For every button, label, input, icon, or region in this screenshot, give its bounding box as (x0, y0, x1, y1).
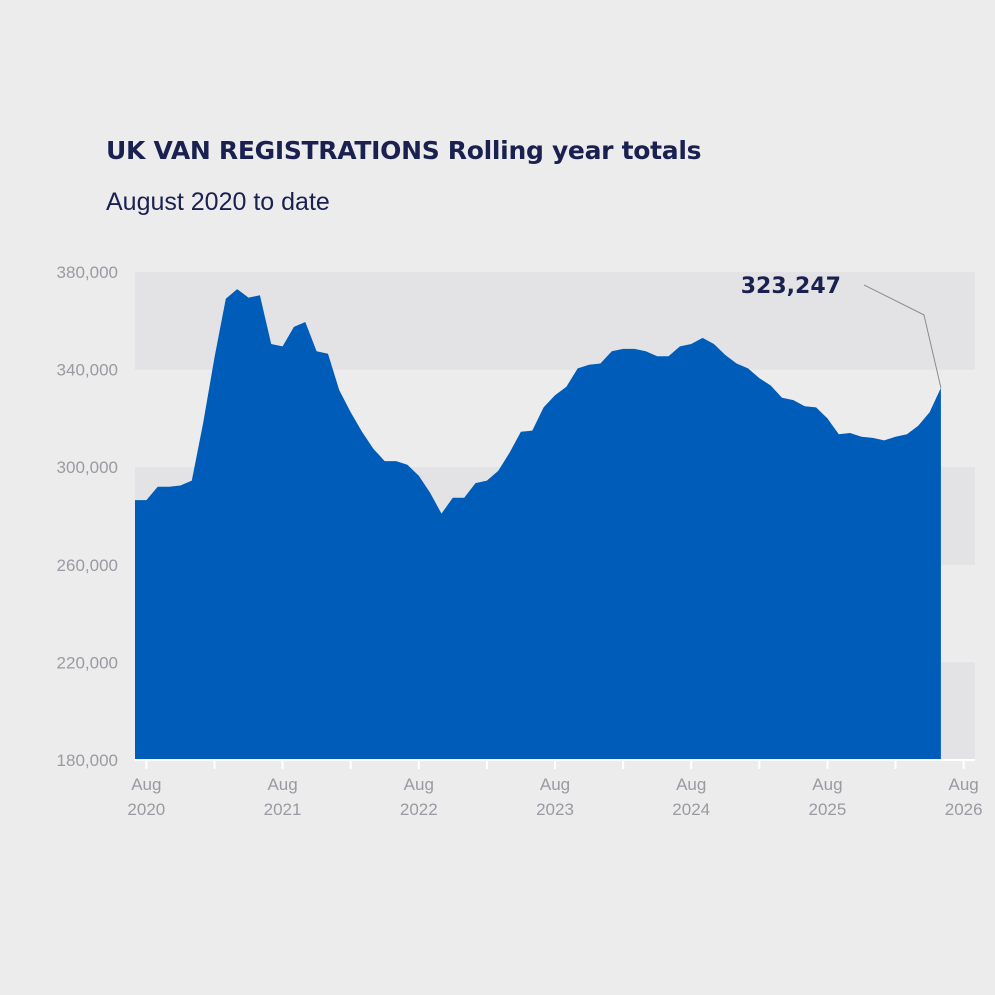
x-tick-label: Aug (676, 775, 706, 794)
x-tick-label: Aug (540, 775, 570, 794)
x-tick-label: Aug (131, 775, 161, 794)
x-tick-label: 2022 (400, 800, 438, 819)
x-tick-label: 2021 (264, 800, 302, 819)
x-tick-label: 2025 (809, 800, 847, 819)
callout-label: 323,247 (741, 274, 841, 299)
series-area (135, 289, 941, 760)
x-tick-label: 2023 (536, 800, 574, 819)
x-tick-label: Aug (812, 775, 842, 794)
y-tick-label: 220,000 (57, 653, 118, 672)
y-tick-label: 380,000 (57, 263, 118, 282)
y-tick-label: 180,000 (57, 751, 118, 770)
x-tick-label: Aug (949, 775, 979, 794)
x-tick-label: 2026 (945, 800, 983, 819)
y-tick-label: 340,000 (57, 361, 118, 380)
x-tick-label: 2020 (127, 800, 165, 819)
x-tick-label: Aug (267, 775, 297, 794)
callout-leader-line (863, 284, 942, 389)
y-tick-label: 300,000 (57, 458, 118, 477)
chart-title: UK VAN REGISTRATIONS Rolling year totals (106, 136, 702, 165)
x-tick-label: Aug (404, 775, 434, 794)
y-tick-label: 260,000 (57, 556, 118, 575)
chart-subtitle: August 2020 to date (106, 188, 330, 216)
x-tick-label: 2024 (672, 800, 710, 819)
